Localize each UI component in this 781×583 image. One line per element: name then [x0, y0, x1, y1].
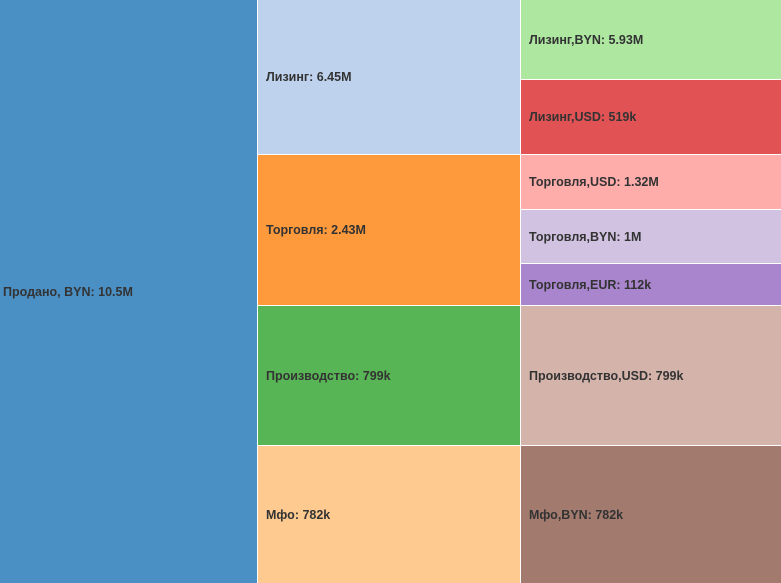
icicle-node-label: Производство,USD: 799k: [529, 368, 684, 383]
icicle-node-trade-usd[interactable]: Торговля,USD: 1.32M: [521, 155, 781, 210]
icicle-node-root[interactable]: Продано, BYN: 10.5M: [0, 0, 258, 583]
icicle-node-mfo-byn[interactable]: Мфо,BYN: 782k: [521, 446, 781, 583]
icicle-node-label: Лизинг: 6.45M: [266, 70, 352, 84]
icicle-node-label: Мфо: 782k: [266, 507, 331, 522]
icicle-node-label: Лизинг,USD: 519k: [529, 110, 637, 124]
icicle-node-label: Торговля,BYN: 1M: [529, 229, 642, 244]
icicle-node-mfo[interactable]: Мфо: 782k: [258, 446, 521, 583]
icicle-node-label: Торговля,EUR: 112k: [529, 277, 652, 292]
icicle-node-prod-usd[interactable]: Производство,USD: 799k: [521, 306, 781, 446]
icicle-node-label: Продано, BYN: 10.5M: [3, 284, 133, 299]
icicle-node-leasing-usd[interactable]: Лизинг,USD: 519k: [521, 80, 781, 155]
icicle-node-trade-byn[interactable]: Торговля,BYN: 1M: [521, 210, 781, 264]
icicle-node-label: Лизинг,BYN: 5.93M: [529, 32, 644, 47]
icicle-node-trade[interactable]: Торговля: 2.43M: [258, 155, 521, 306]
icicle-node-leasing[interactable]: Лизинг: 6.45M: [258, 0, 521, 155]
icicle-node-label: Мфо,BYN: 782k: [529, 507, 624, 522]
icicle-node-label: Производство: 799k: [266, 368, 391, 383]
icicle-node-prod[interactable]: Производство: 799k: [258, 306, 521, 446]
icicle-node-label: Торговля: 2.43M: [266, 223, 366, 237]
icicle-node-trade-eur[interactable]: Торговля,EUR: 112k: [521, 264, 781, 306]
icicle-node-label: Торговля,USD: 1.32M: [529, 175, 659, 189]
icicle-node-leasing-byn[interactable]: Лизинг,BYN: 5.93M: [521, 0, 781, 80]
